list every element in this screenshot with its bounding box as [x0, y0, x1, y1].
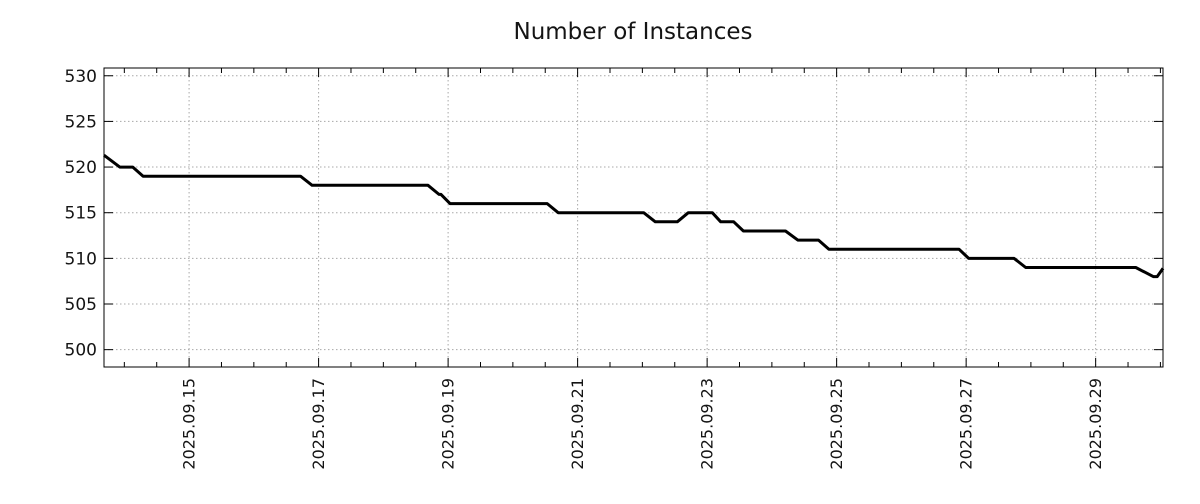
series-layer	[103, 154, 1165, 279]
plot-frame	[103, 67, 1164, 368]
data-series-line	[103, 154, 1165, 279]
y-tick-label: 505	[65, 295, 97, 315]
axis-label-layer: 500 505 510 515 520 525 530 2025.09.15 2025.09.1…	[65, 67, 1106, 470]
y-tick-label: 515	[65, 204, 97, 224]
x-tick-label: 2025.09.19	[439, 378, 458, 470]
x-tick-label: 2025.09.17	[309, 378, 328, 470]
x-tick-label: 2025.09.27	[957, 378, 976, 470]
grid-layer	[104, 68, 1163, 367]
x-tick-label: 2025.09.23	[698, 378, 717, 470]
y-tick-label: 530	[65, 67, 97, 87]
x-tick-label: 2025.09.25	[827, 378, 846, 470]
y-tick-label: 520	[65, 158, 97, 178]
x-tick-label: 2025.09.15	[180, 378, 199, 470]
y-tick-label: 500	[65, 341, 97, 361]
x-tick-label: 2025.09.21	[568, 378, 587, 470]
tick-layer	[104, 68, 1163, 367]
chart-title: Number of Instances	[514, 19, 753, 45]
y-tick-label: 525	[65, 112, 97, 132]
x-tick-label: 2025.09.29	[1086, 378, 1105, 470]
y-tick-label: 510	[65, 249, 97, 269]
